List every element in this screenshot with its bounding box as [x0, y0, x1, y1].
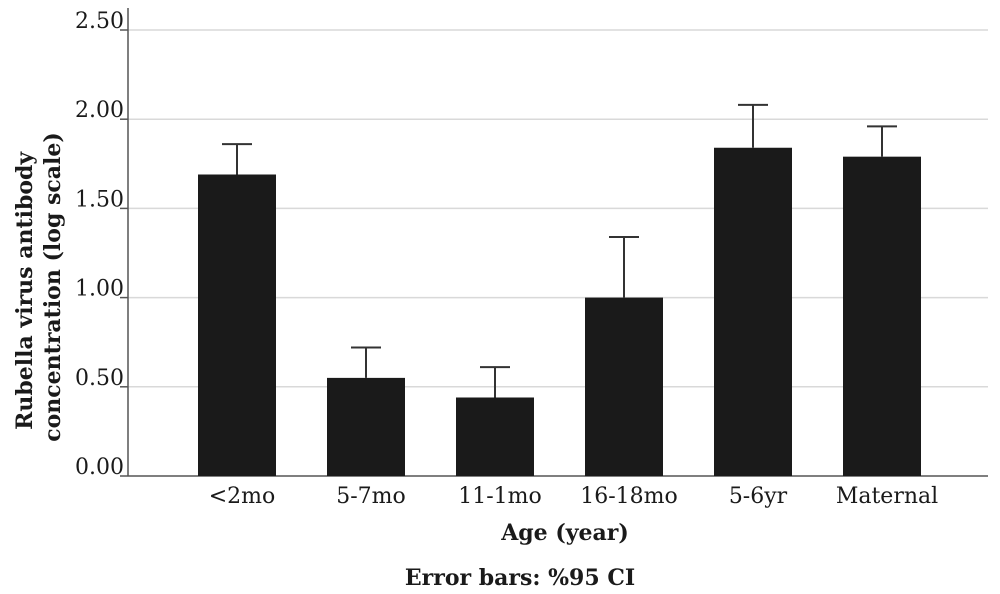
bar [585, 297, 663, 476]
x-tick-labels: <2mo 5-7mo 11-1mo 16-18mo 5-6yr Maternal [209, 484, 938, 509]
y-axis-title-line2: concentration (log scale) [40, 132, 66, 442]
y-axis-title: Rubella virus antibody concentration (lo… [12, 132, 66, 442]
x-tick-label: 5-6yr [729, 484, 788, 509]
x-tick-label: 5-7mo [336, 484, 406, 509]
y-tick-label: 1.50 [75, 187, 124, 212]
bar [327, 377, 405, 476]
y-axis-title-line1: Rubella virus antibody [12, 151, 38, 430]
y-tick-labels: 0.00 0.50 1.00 1.50 2.00 2.50 [75, 9, 124, 480]
y-tick-label: 0.00 [75, 455, 124, 480]
bars [198, 147, 921, 476]
bar [714, 147, 792, 476]
x-tick-label: Maternal [836, 484, 938, 509]
y-tick-label: 1.00 [75, 277, 124, 302]
bar [843, 156, 921, 476]
error-bars [222, 103, 897, 398]
y-tick-label: 0.50 [75, 366, 124, 391]
bar [198, 174, 276, 476]
x-tick-label: 16-18mo [580, 484, 678, 509]
x-tick-label: 11-1mo [458, 484, 542, 509]
bar [456, 397, 534, 476]
y-tick-label: 2.50 [75, 9, 124, 34]
x-tick-label: <2mo [209, 484, 276, 509]
error-bars-note: Error bars: %95 CI [405, 565, 635, 591]
x-axis-title: Age (year) [500, 520, 629, 546]
y-tick-label: 2.00 [75, 98, 124, 123]
